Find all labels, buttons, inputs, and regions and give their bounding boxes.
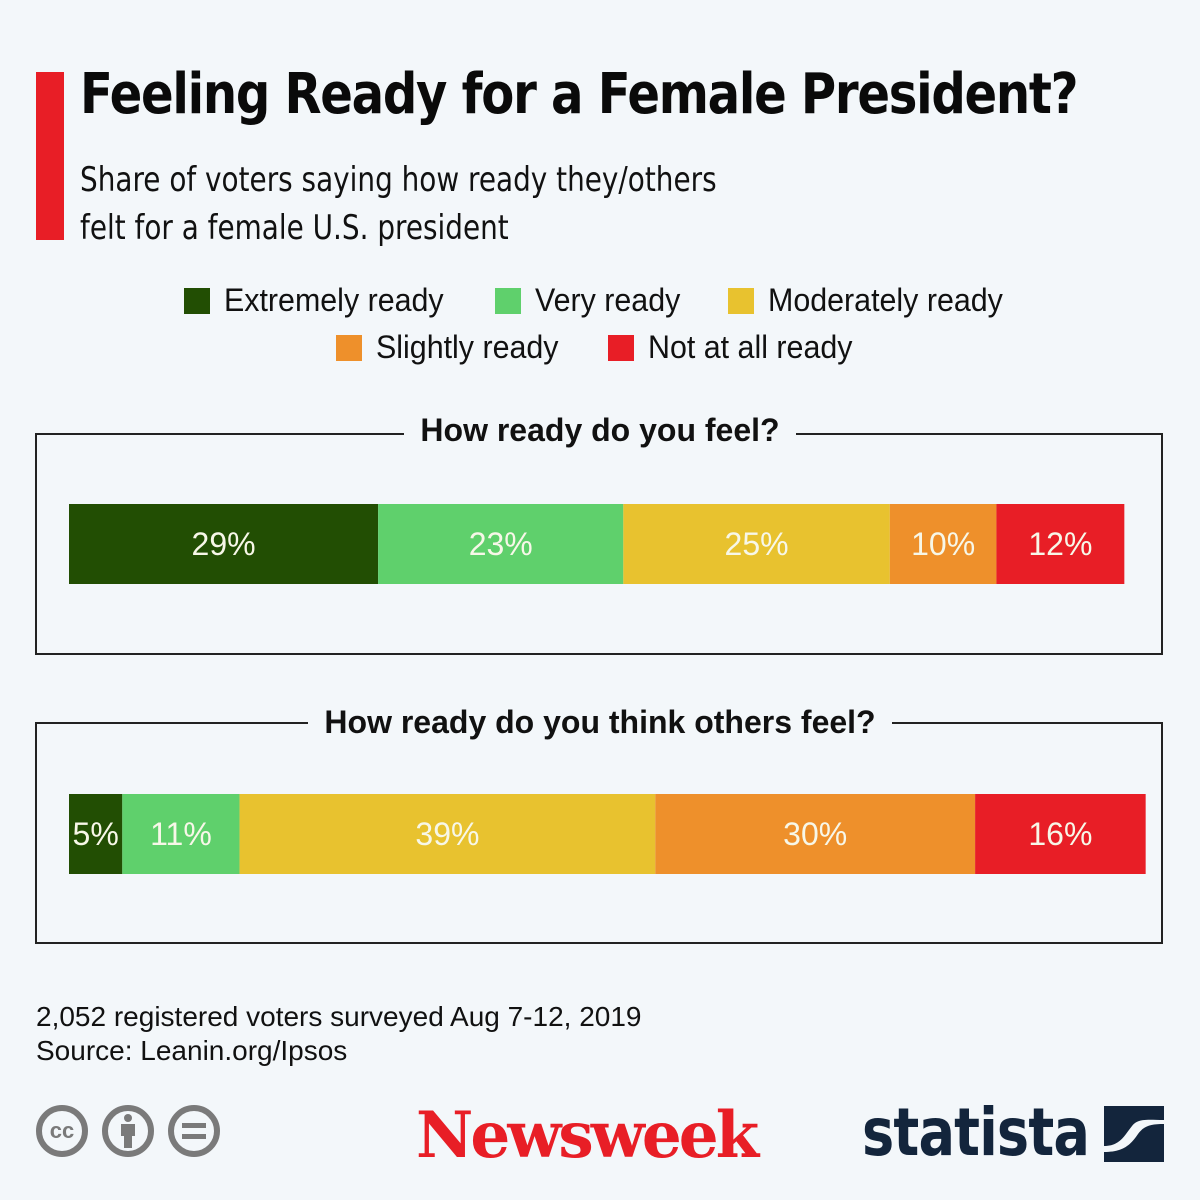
panel-title-self: How ready do you feel? xyxy=(0,412,1200,449)
legend-item-not-at-all-ready: Not at all ready xyxy=(608,329,863,366)
data-label: 29% xyxy=(192,526,256,562)
data-label: 10% xyxy=(911,526,975,562)
legend-swatch xyxy=(336,334,363,361)
data-label: 5% xyxy=(73,816,119,852)
legend-label: Slightly ready xyxy=(376,329,559,365)
cc-icon: cc xyxy=(36,1105,88,1157)
bar-row-others: 5% 11% 39% 30% 16% xyxy=(69,794,1146,874)
legend-label: Not at all ready xyxy=(648,329,853,365)
bar-segment-extremely-ready xyxy=(69,504,379,584)
legend-swatch xyxy=(184,287,211,314)
chart-title: Feeling Ready for a Female President? xyxy=(80,62,1079,127)
statista-logo: statista xyxy=(862,1094,1090,1171)
subtitle-line-2: felt for a female U.S. president xyxy=(80,208,509,248)
chart-subtitle: Share of voters saying how ready they/ot… xyxy=(80,156,717,252)
legend-label: Extremely ready xyxy=(224,282,444,318)
bar-row-self: 29% 23% 25% 10% 12% xyxy=(69,504,1125,584)
legend-item-extremely-ready: Extremely ready xyxy=(184,282,455,319)
source-note: Source: Leanin.org/Ipsos xyxy=(36,1035,348,1066)
survey-note: 2,052 registered voters surveyed Aug 7-1… xyxy=(36,1001,642,1032)
legend-row-1: Extremely ready Very ready Moderately re… xyxy=(0,282,1200,319)
legend-item-slightly-ready: Slightly ready xyxy=(336,329,568,366)
legend-row-2: Slightly ready Not at all ready xyxy=(0,329,1200,366)
statista-mark-icon xyxy=(1104,1106,1164,1162)
legend-swatch xyxy=(495,287,522,314)
bar-segment-very-ready xyxy=(378,504,624,584)
panel-title-others: How ready do you think others feel? xyxy=(0,704,1200,741)
data-label: 30% xyxy=(783,816,847,852)
data-label: 25% xyxy=(725,526,789,562)
panel-title-others-text: How ready do you think others feel? xyxy=(308,704,892,740)
data-label: 16% xyxy=(1028,816,1092,852)
legend-label: Moderately ready xyxy=(768,282,1004,318)
data-label: 39% xyxy=(415,816,479,852)
data-label: 23% xyxy=(469,526,533,562)
subtitle-line-1: Share of voters saying how ready they/ot… xyxy=(80,160,717,200)
data-label: 12% xyxy=(1028,526,1092,562)
bar-segment-extremely-ready xyxy=(69,794,123,874)
title-accent-bar xyxy=(36,72,64,240)
legend-swatch xyxy=(608,334,635,361)
legend-swatch xyxy=(728,287,755,314)
legend-label: Very ready xyxy=(535,282,681,318)
bar-segment-not-at-all-ready xyxy=(996,504,1125,584)
license-icons: cc xyxy=(36,1105,220,1157)
no-derivatives-icon xyxy=(168,1105,220,1157)
bar-segment-moderately-ready xyxy=(623,504,890,584)
panel-title-self-text: How ready do you feel? xyxy=(404,412,796,448)
newsweek-logo: Newsweek xyxy=(416,1098,759,1173)
data-label: 11% xyxy=(150,816,212,852)
footnote: 2,052 registered voters surveyed Aug 7-1… xyxy=(36,1000,642,1068)
bar-segment-slightly-ready xyxy=(889,504,997,584)
bar-segment-very-ready xyxy=(122,794,240,874)
legend-item-very-ready: Very ready xyxy=(495,282,688,319)
bar-segment-slightly-ready xyxy=(655,794,976,874)
bar-segment-not-at-all-ready xyxy=(975,794,1146,874)
attribution-icon xyxy=(102,1105,154,1157)
bar-segment-moderately-ready xyxy=(239,794,656,874)
legend-item-moderately-ready: Moderately ready xyxy=(728,282,1015,319)
